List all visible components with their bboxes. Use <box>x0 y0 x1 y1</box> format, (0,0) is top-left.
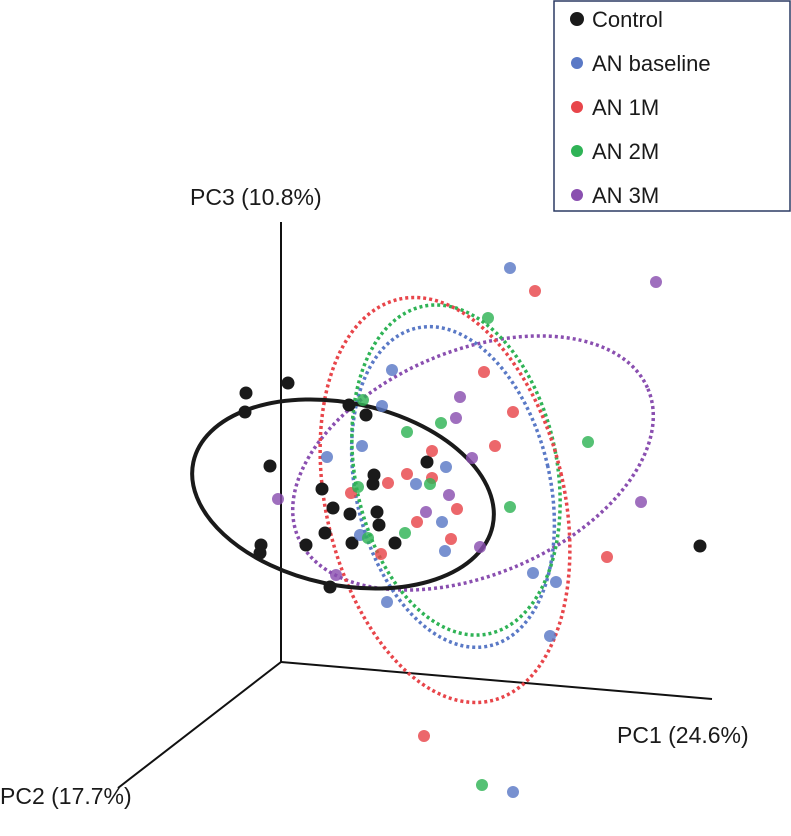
point-m1-14 <box>601 551 613 563</box>
point-m2-5 <box>582 436 594 448</box>
point-baseline-14 <box>544 630 556 642</box>
point-control-4 <box>342 398 356 412</box>
ellipse-control <box>190 397 496 591</box>
point-m2-8 <box>504 501 516 513</box>
point-baseline-13 <box>381 596 393 608</box>
point-baseline-6 <box>410 478 422 490</box>
point-control-16 <box>345 536 359 550</box>
legend-marker-baseline <box>571 57 583 69</box>
pc1-axis-label: PC1 (24.6%) <box>617 722 749 748</box>
point-m1-12 <box>445 533 457 545</box>
legend-marker-m2 <box>571 145 583 157</box>
point-control-20 <box>253 546 267 560</box>
point-m3-5 <box>272 493 284 505</box>
legend-label-m1: AN 1M <box>592 95 659 120</box>
legend-marker-control <box>570 12 584 26</box>
point-m2-9 <box>362 532 374 544</box>
point-control-8 <box>420 455 434 469</box>
point-baseline-5 <box>321 451 333 463</box>
point-m1-13 <box>375 548 387 560</box>
point-baseline-2 <box>386 364 398 376</box>
point-m1-7 <box>382 477 394 489</box>
point-m2-3 <box>401 426 413 438</box>
point-baseline-7 <box>440 461 452 473</box>
point-control-18 <box>299 538 313 552</box>
point-m2-1 <box>482 312 494 324</box>
point-m3-9 <box>474 541 486 553</box>
legend-label-m2: AN 2M <box>592 139 659 164</box>
point-control-11 <box>326 501 340 515</box>
point-control-22 <box>693 539 707 553</box>
point-m3-4 <box>466 452 478 464</box>
legend-marker-m1 <box>571 101 583 113</box>
point-control-17 <box>388 536 402 550</box>
point-control-13 <box>370 505 384 519</box>
point-control-12 <box>343 507 357 521</box>
group-ellipses <box>190 295 656 705</box>
point-m1-15 <box>418 730 430 742</box>
point-m1-11 <box>411 516 423 528</box>
point-m3-7 <box>420 506 432 518</box>
point-baseline-4 <box>356 440 368 452</box>
point-m3-2 <box>454 391 466 403</box>
point-m3-1 <box>650 276 662 288</box>
point-m2-6 <box>352 481 364 493</box>
legend-label-control: Control <box>592 7 663 32</box>
point-m2-4 <box>435 417 447 429</box>
axes <box>117 222 713 789</box>
point-baseline-3 <box>376 400 388 412</box>
point-control-21 <box>323 580 337 594</box>
point-m3-10 <box>330 569 342 581</box>
point-baseline-8 <box>436 516 448 528</box>
ellipse-m3 <box>290 334 656 592</box>
point-m1-5 <box>489 440 501 452</box>
point-baseline-11 <box>527 567 539 579</box>
point-control-6 <box>263 459 277 473</box>
ellipse-m1 <box>318 295 572 705</box>
ellipse-baseline <box>349 324 557 650</box>
legend: Control AN baseline AN 1M AN 2M AN 3M <box>553 0 791 212</box>
point-m1-1 <box>529 285 541 297</box>
legend-label-baseline: AN baseline <box>592 51 711 76</box>
point-m3-3 <box>450 412 462 424</box>
point-m1-4 <box>426 445 438 457</box>
point-baseline-10 <box>439 545 451 557</box>
pc2-axis-label: PC2 (17.7%) <box>0 783 132 809</box>
point-control-15 <box>372 518 386 532</box>
point-m1-3 <box>507 406 519 418</box>
point-m2-11 <box>476 779 488 791</box>
legend-label-m3: AN 3M <box>592 183 659 208</box>
legend-marker-m3 <box>571 189 583 201</box>
pc2-axis-line <box>117 661 282 789</box>
point-m3-6 <box>443 489 455 501</box>
point-control-2 <box>281 376 295 390</box>
point-baseline-15 <box>507 786 519 798</box>
point-baseline-1 <box>504 262 516 274</box>
point-control-1 <box>239 386 253 400</box>
point-m1-6 <box>401 468 413 480</box>
point-control-9 <box>366 477 380 491</box>
pc1-axis-line <box>280 661 713 700</box>
point-m1-2 <box>478 366 490 378</box>
point-m2-2 <box>357 394 369 406</box>
point-control-3 <box>238 405 252 419</box>
point-m3-8 <box>635 496 647 508</box>
point-control-14 <box>318 526 332 540</box>
point-control-10 <box>315 482 329 496</box>
point-m2-7 <box>424 478 436 490</box>
point-baseline-12 <box>550 576 562 588</box>
point-m2-10 <box>399 527 411 539</box>
pc3-axis-label: PC3 (10.8%) <box>190 184 322 210</box>
legend-box <box>553 0 791 212</box>
data-points <box>238 262 707 798</box>
ellipse-m2 <box>350 303 562 637</box>
point-control-5 <box>359 408 373 422</box>
point-m1-10 <box>451 503 463 515</box>
